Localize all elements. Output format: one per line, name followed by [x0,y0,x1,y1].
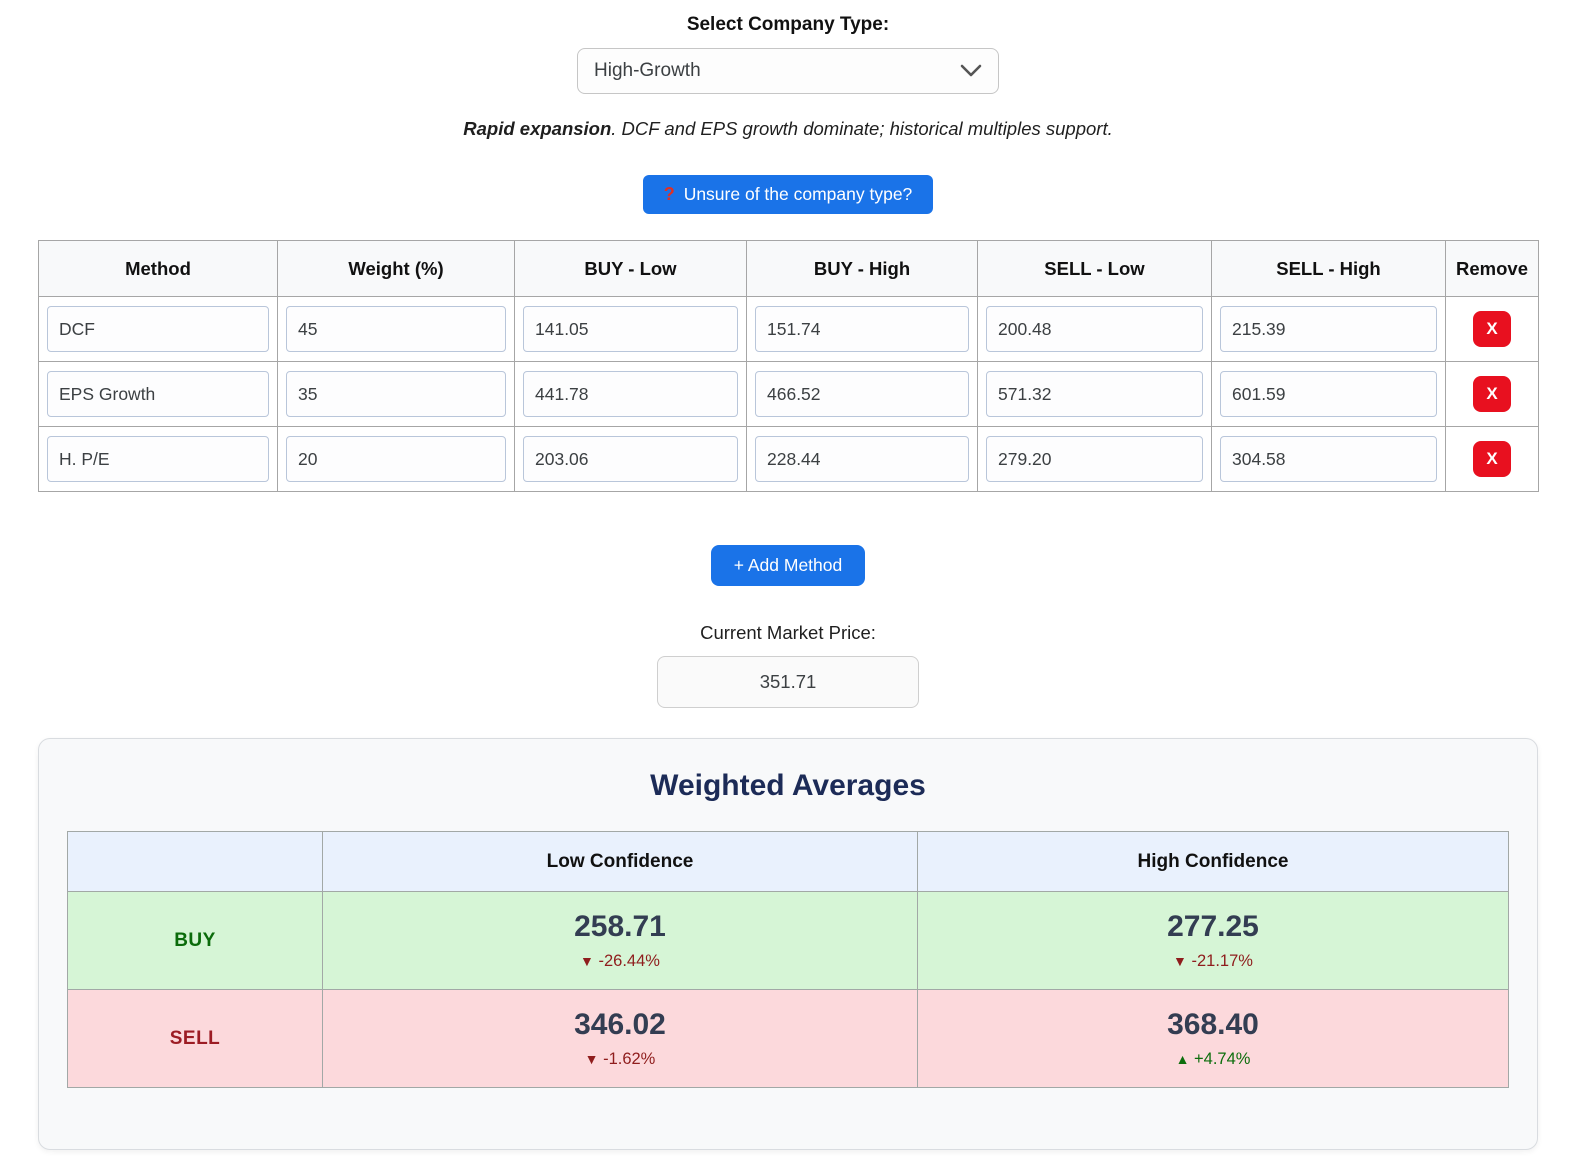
buy-low-input[interactable] [523,371,738,417]
buy-high-change: ▼ -21.17% [919,952,1507,971]
sell-high-input[interactable] [1220,371,1437,417]
weighted-averages-title: Weighted Averages [650,769,926,802]
buy-high-value: 277.25 [1167,909,1259,943]
weighted-averages-table: Low Confidence High Confidence BUY 258.7… [67,831,1509,1088]
sell-low-input[interactable] [986,306,1203,352]
buy-high-input[interactable] [755,371,969,417]
valuation-page: Select Company Type: High-Growth Rapid e… [38,0,1539,1150]
chevron-down-icon [960,64,982,77]
method-name-input[interactable] [47,371,269,417]
add-method-button[interactable]: + Add Method [710,545,866,586]
methods-header-row: Method Weight (%) BUY - Low BUY - High S… [38,240,1539,297]
sell-low-value: 346.02 [574,1007,666,1041]
remove-row-button[interactable]: X [1473,441,1511,477]
sell-high-input[interactable] [1220,436,1437,482]
buy-low-input[interactable] [523,436,738,482]
company-type-description: Rapid expansion. DCF and EPS growth domi… [38,118,1538,140]
down-arrow-icon: ▼ [580,953,594,970]
weighted-averages-card: Weighted Averages Low Confidence High Co… [38,738,1538,1150]
wa-header-row: Low Confidence High Confidence [67,831,1509,892]
change-percent: -21.17% [1191,952,1253,971]
down-arrow-icon: ▼ [584,1051,599,1068]
buy-high-input[interactable] [755,436,969,482]
unsure-button-label: Unsure of the company type? [683,184,913,204]
table-row: X [38,426,1539,492]
buy-high-confidence-cell: 277.25 ▼ -21.17% [917,891,1509,990]
change-percent: +4.74% [1194,1050,1251,1069]
question-mark-icon: ? [663,184,675,204]
header-sell-low: SELL - Low [977,240,1212,297]
up-arrow-icon: ▲ [1175,1051,1190,1068]
table-row: X [38,361,1539,427]
company-type-label: Select Company Type: [686,14,890,35]
change-percent: -1.62% [603,1050,656,1069]
company-type-selected-value: High-Growth [594,60,701,81]
sell-row: SELL 346.02 ▼ -1.62% 368.40 ▲ +4.74% [67,989,1509,1088]
buy-low-input[interactable] [523,306,738,352]
table-row: X [38,296,1539,362]
methods-table: Method Weight (%) BUY - Low BUY - High S… [38,240,1539,492]
wa-header-low-confidence: Low Confidence [322,831,918,892]
sell-low-input[interactable] [986,436,1203,482]
company-type-select[interactable]: High-Growth [577,48,999,94]
down-arrow-icon: ▼ [1173,953,1187,970]
sell-low-input[interactable] [986,371,1203,417]
header-remove: Remove [1445,240,1539,297]
buy-low-confidence-cell: 258.71 ▼ -26.44% [322,891,918,990]
change-percent: -26.44% [598,952,660,971]
description-emphasis: Rapid expansion [463,118,612,139]
buy-high-input[interactable] [755,306,969,352]
market-price-label: Current Market Price: [700,622,876,643]
unsure-company-type-button[interactable]: ? Unsure of the company type? [642,175,934,214]
description-rest: . DCF and EPS growth dominate; historica… [611,118,1113,139]
buy-low-value: 258.71 [574,909,666,943]
method-name-input[interactable] [47,306,269,352]
header-buy-low: BUY - Low [514,240,747,297]
method-name-input[interactable] [47,436,269,482]
weight-input[interactable] [286,371,506,417]
sell-high-change: ▲ +4.74% [919,1050,1507,1069]
sell-low-confidence-cell: 346.02 ▼ -1.62% [322,989,918,1088]
header-buy-high: BUY - High [746,240,978,297]
sell-high-input[interactable] [1220,306,1437,352]
header-sell-high: SELL - High [1211,240,1446,297]
weight-input[interactable] [286,436,506,482]
remove-row-button[interactable]: X [1473,376,1511,412]
wa-header-high-confidence: High Confidence [917,831,1509,892]
market-price-input[interactable] [657,656,919,708]
buy-row: BUY 258.71 ▼ -26.44% 277.25 ▼ -21.17% [67,891,1509,990]
weight-input[interactable] [286,306,506,352]
sell-high-value: 368.40 [1167,1007,1259,1041]
buy-low-change: ▼ -26.44% [324,952,916,971]
sell-row-label: SELL [67,989,323,1088]
buy-row-label: BUY [67,891,323,990]
sell-low-change: ▼ -1.62% [324,1050,916,1069]
header-method: Method [38,240,278,297]
wa-header-empty [67,831,323,892]
header-weight: Weight (%) [277,240,515,297]
sell-high-confidence-cell: 368.40 ▲ +4.74% [917,989,1509,1088]
remove-row-button[interactable]: X [1473,311,1511,347]
